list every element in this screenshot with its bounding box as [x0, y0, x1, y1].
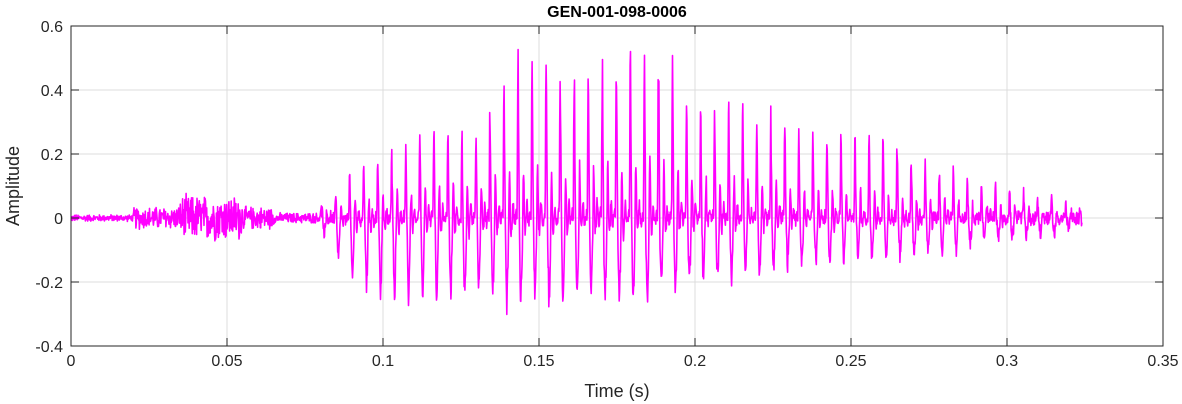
y-tick-label: 0.4 — [41, 83, 63, 100]
y-tick-labels: -0.4 -0.2 0 0.2 0.4 0.6 — [35, 19, 63, 356]
y-axis-label: Amplitude — [3, 146, 23, 226]
x-tick-labels: 0 0.05 0.1 0.15 0.2 0.25 0.3 0.35 — [67, 353, 1179, 370]
y-tick-label: -0.4 — [35, 339, 63, 356]
x-tick-label: 0.15 — [523, 353, 554, 370]
y-tick-label: 0.6 — [41, 19, 63, 36]
x-tick-label: 0.3 — [996, 353, 1018, 370]
axis-ticks — [70, 25, 1164, 347]
x-tick-label: 0.35 — [1147, 353, 1178, 370]
x-axis-label: Time (s) — [584, 381, 649, 401]
amplitude-waveform-line — [70, 48, 1083, 316]
x-tick-label: 0.2 — [684, 353, 706, 370]
series-layer — [70, 48, 1083, 316]
plot-frame — [70, 25, 1164, 347]
y-tick-label: 0.2 — [41, 147, 63, 164]
x-tick-label: 0 — [67, 353, 76, 370]
y-tick-label: 0 — [54, 211, 63, 228]
chart-title: GEN-001-098-0006 — [547, 4, 687, 21]
x-tick-label: 0.1 — [372, 353, 394, 370]
x-tick-label: 0.05 — [211, 353, 242, 370]
x-tick-label: 0.25 — [835, 353, 866, 370]
y-tick-label: -0.2 — [35, 275, 63, 292]
